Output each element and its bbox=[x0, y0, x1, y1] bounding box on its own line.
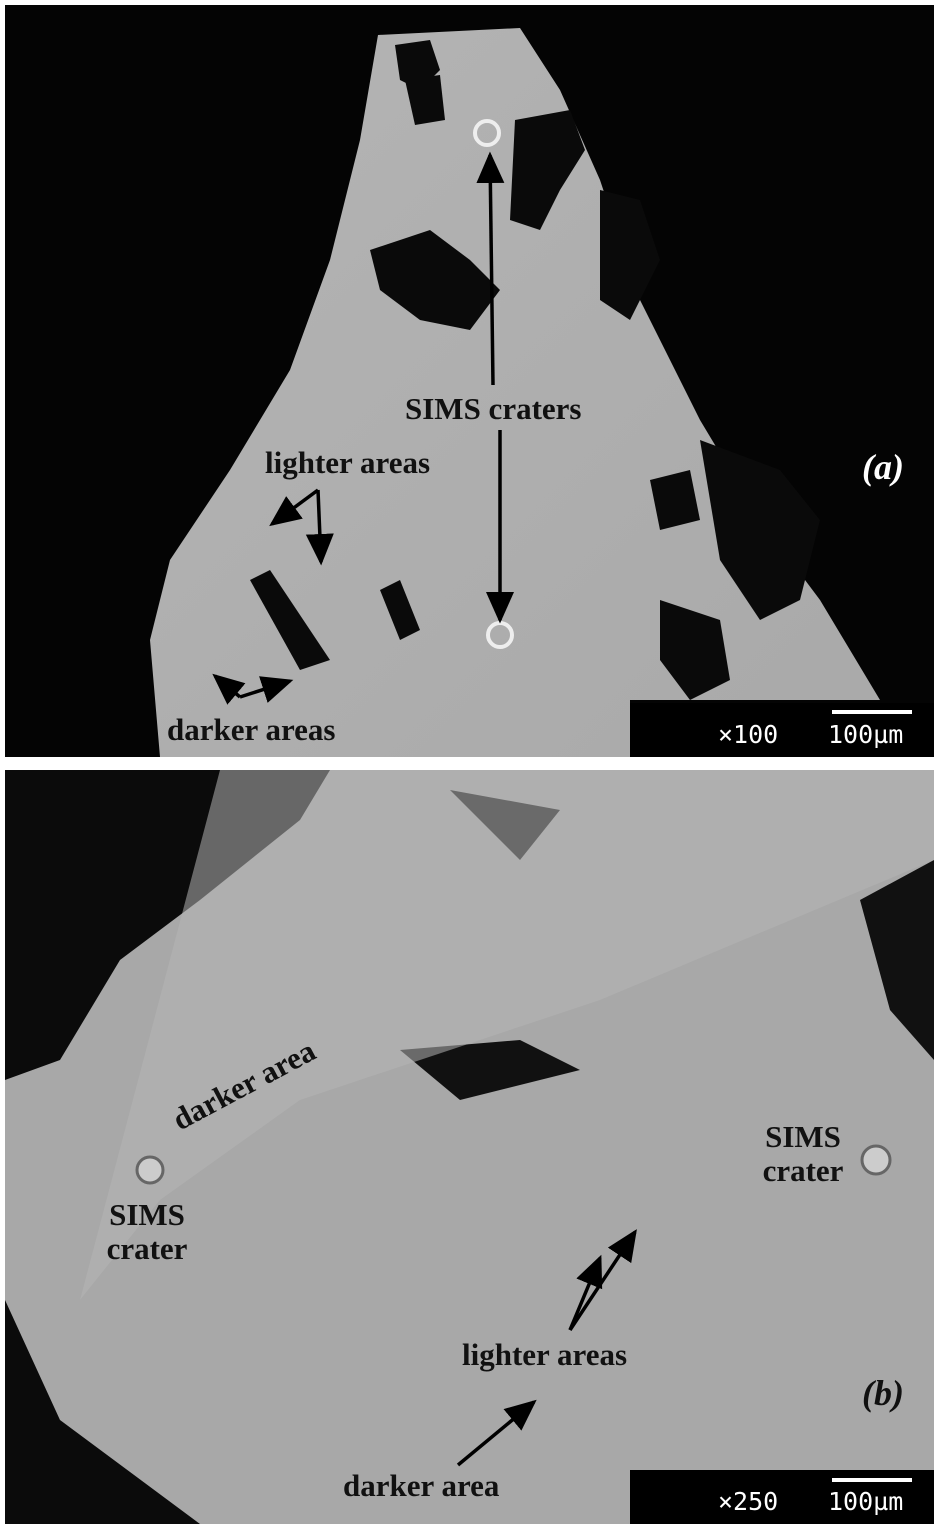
annotation: lighter areas bbox=[462, 1338, 627, 1372]
crater bbox=[137, 1157, 163, 1183]
scale-text: 100µm bbox=[828, 720, 903, 749]
annotation: SIMS crater bbox=[748, 1120, 858, 1188]
annotation: lighter areas bbox=[265, 446, 430, 480]
panel-label: (b) bbox=[862, 1372, 904, 1414]
panel-label: (a) bbox=[862, 446, 904, 488]
figure: SIMS craters lighter areas darker areas … bbox=[0, 0, 939, 1529]
scale-text: 100µm bbox=[828, 1487, 903, 1516]
images bbox=[0, 0, 939, 1529]
magnification: ×250 bbox=[718, 1487, 778, 1516]
annotation: SIMS crater bbox=[92, 1198, 202, 1266]
magnification: ×100 bbox=[718, 720, 778, 749]
crater bbox=[862, 1146, 890, 1174]
annotation: SIMS craters bbox=[405, 392, 581, 426]
annotation: darker area bbox=[343, 1469, 499, 1503]
annotation: darker areas bbox=[167, 713, 335, 747]
